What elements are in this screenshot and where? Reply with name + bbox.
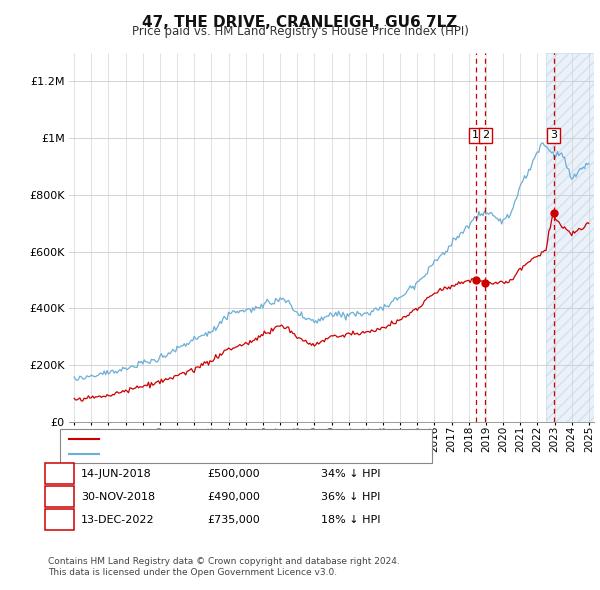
Text: Price paid vs. HM Land Registry's House Price Index (HPI): Price paid vs. HM Land Registry's House … — [131, 25, 469, 38]
Text: 1: 1 — [472, 130, 479, 140]
Text: £735,000: £735,000 — [207, 515, 260, 525]
Text: £490,000: £490,000 — [207, 492, 260, 502]
Text: 2: 2 — [56, 492, 63, 502]
Bar — [546, 53, 598, 422]
Bar — [546, 53, 598, 422]
Text: 30-NOV-2018: 30-NOV-2018 — [81, 492, 155, 502]
Text: 14-JUN-2018: 14-JUN-2018 — [81, 469, 152, 478]
Text: This data is licensed under the Open Government Licence v3.0.: This data is licensed under the Open Gov… — [48, 568, 337, 577]
Text: 18% ↓ HPI: 18% ↓ HPI — [321, 515, 380, 525]
Text: 3: 3 — [550, 130, 557, 140]
Text: 34% ↓ HPI: 34% ↓ HPI — [321, 469, 380, 478]
Text: Contains HM Land Registry data © Crown copyright and database right 2024.: Contains HM Land Registry data © Crown c… — [48, 558, 400, 566]
Text: 13-DEC-2022: 13-DEC-2022 — [81, 515, 155, 525]
Text: 2: 2 — [482, 130, 489, 140]
Text: HPI: Average price, detached house, Waverley: HPI: Average price, detached house, Wave… — [105, 448, 346, 458]
Text: 47, THE DRIVE, CRANLEIGH, GU6 7LZ: 47, THE DRIVE, CRANLEIGH, GU6 7LZ — [142, 15, 458, 30]
Text: 3: 3 — [56, 515, 63, 525]
Text: 36% ↓ HPI: 36% ↓ HPI — [321, 492, 380, 502]
Text: 1: 1 — [56, 469, 63, 478]
Text: 47, THE DRIVE, CRANLEIGH, GU6 7LZ (detached house): 47, THE DRIVE, CRANLEIGH, GU6 7LZ (detac… — [105, 434, 394, 444]
Text: £500,000: £500,000 — [207, 469, 260, 478]
